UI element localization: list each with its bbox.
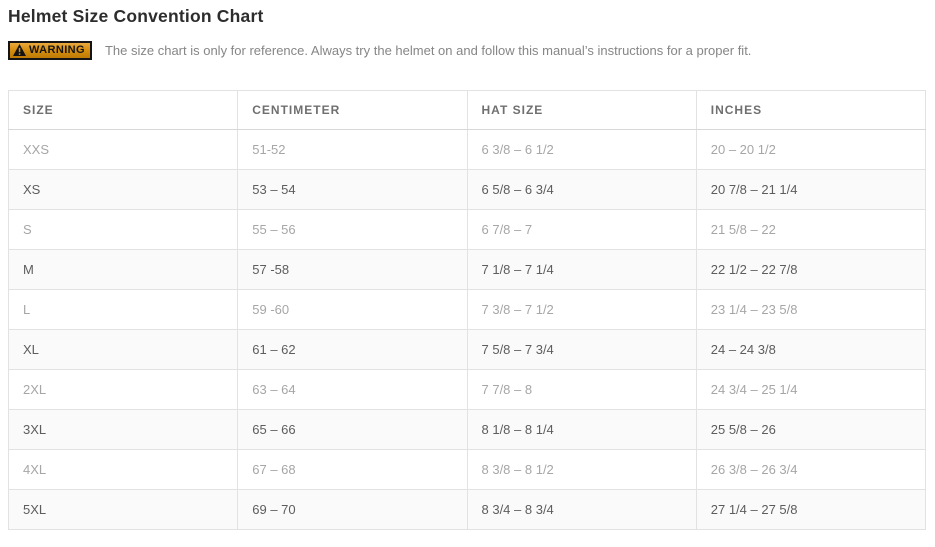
cell-inches: 25 5/8 – 26 — [695, 409, 927, 450]
cell-inches: 20 7/8 – 21 1/4 — [695, 169, 927, 210]
table-row: L 59 -60 7 3/8 – 7 1/2 23 1/4 – 23 5/8 — [7, 289, 927, 330]
cell-centimeter: 65 – 66 — [237, 409, 468, 450]
cell-centimeter: 61 – 62 — [237, 329, 468, 370]
cell-size: 5XL — [7, 489, 239, 530]
cell-size: XXS — [7, 129, 239, 170]
cell-size: M — [7, 249, 239, 290]
cell-hat-size: 8 1/8 – 8 1/4 — [466, 409, 697, 450]
table-body: XXS 51-52 6 3/8 – 6 1/2 20 – 20 1/2 XS 5… — [7, 129, 927, 530]
table-row: 3XL 65 – 66 8 1/8 – 8 1/4 25 5/8 – 26 — [7, 409, 927, 450]
cell-centimeter: 55 – 56 — [237, 209, 468, 250]
table-header: SIZE CENTIMETER HAT SIZE INCHES — [7, 90, 927, 130]
table-row: XXS 51-52 6 3/8 – 6 1/2 20 – 20 1/2 — [7, 129, 927, 170]
cell-centimeter: 53 – 54 — [237, 169, 468, 210]
cell-hat-size: 7 3/8 – 7 1/2 — [466, 289, 697, 330]
cell-hat-size: 7 5/8 – 7 3/4 — [466, 329, 697, 370]
table-row: XL 61 – 62 7 5/8 – 7 3/4 24 – 24 3/8 — [7, 329, 927, 370]
helmet-size-table: SIZE CENTIMETER HAT SIZE INCHES XXS 51-5… — [7, 90, 927, 530]
header-row: SIZE CENTIMETER HAT SIZE INCHES — [7, 90, 927, 130]
table-row: 4XL 67 – 68 8 3/8 – 8 1/2 26 3/8 – 26 3/… — [7, 449, 927, 490]
cell-hat-size: 6 7/8 – 7 — [466, 209, 697, 250]
cell-size: XS — [7, 169, 239, 210]
cell-inches: 22 1/2 – 22 7/8 — [695, 249, 927, 290]
cell-size: L — [7, 289, 239, 330]
cell-size: 4XL — [7, 449, 239, 490]
cell-inches: 23 1/4 – 23 5/8 — [695, 289, 927, 330]
cell-size: XL — [7, 329, 239, 370]
cell-inches: 24 3/4 – 25 1/4 — [695, 369, 927, 410]
cell-centimeter: 67 – 68 — [237, 449, 468, 490]
cell-centimeter: 69 – 70 — [237, 489, 468, 530]
cell-centimeter: 59 -60 — [237, 289, 468, 330]
warning-badge: WARNING — [8, 40, 92, 60]
table-row: XS 53 – 54 6 5/8 – 6 3/4 20 7/8 – 21 1/4 — [7, 169, 927, 210]
warning-row: WARNING The size chart is only for refer… — [8, 40, 926, 60]
column-header-centimeter: CENTIMETER — [237, 90, 468, 130]
cell-centimeter: 51-52 — [237, 129, 468, 170]
size-chart-page: Helmet Size Convention Chart WARNING The… — [7, 6, 927, 530]
warning-triangle-icon — [13, 44, 26, 56]
table-row: S 55 – 56 6 7/8 – 7 21 5/8 – 22 — [7, 209, 927, 250]
cell-size: 2XL — [7, 369, 239, 410]
cell-inches: 20 – 20 1/2 — [695, 129, 927, 170]
warning-badge-label: WARNING — [29, 44, 85, 56]
column-header-hat-size: HAT SIZE — [466, 90, 697, 130]
cell-inches: 24 – 24 3/8 — [695, 329, 927, 370]
cell-inches: 21 5/8 – 22 — [695, 209, 927, 250]
table-row: M 57 -58 7 1/8 – 7 1/4 22 1/2 – 22 7/8 — [7, 249, 927, 290]
cell-hat-size: 8 3/4 – 8 3/4 — [466, 489, 697, 530]
warning-text: The size chart is only for reference. Al… — [104, 42, 752, 58]
page-title: Helmet Size Convention Chart — [8, 6, 264, 26]
cell-centimeter: 63 – 64 — [237, 369, 468, 410]
table-row: 2XL 63 – 64 7 7/8 – 8 24 3/4 – 25 1/4 — [7, 369, 927, 410]
cell-inches: 26 3/8 – 26 3/4 — [695, 449, 927, 490]
column-header-size: SIZE — [7, 90, 239, 130]
table-row: 5XL 69 – 70 8 3/4 – 8 3/4 27 1/4 – 27 5/… — [7, 489, 927, 530]
cell-inches: 27 1/4 – 27 5/8 — [695, 489, 927, 530]
cell-size: S — [7, 209, 239, 250]
cell-hat-size: 7 7/8 – 8 — [466, 369, 697, 410]
cell-hat-size: 8 3/8 – 8 1/2 — [466, 449, 697, 490]
cell-hat-size: 6 3/8 – 6 1/2 — [466, 129, 697, 170]
cell-hat-size: 6 5/8 – 6 3/4 — [466, 169, 697, 210]
cell-size: 3XL — [7, 409, 239, 450]
cell-centimeter: 57 -58 — [237, 249, 468, 290]
cell-hat-size: 7 1/8 – 7 1/4 — [466, 249, 697, 290]
column-header-inches: INCHES — [695, 90, 927, 130]
